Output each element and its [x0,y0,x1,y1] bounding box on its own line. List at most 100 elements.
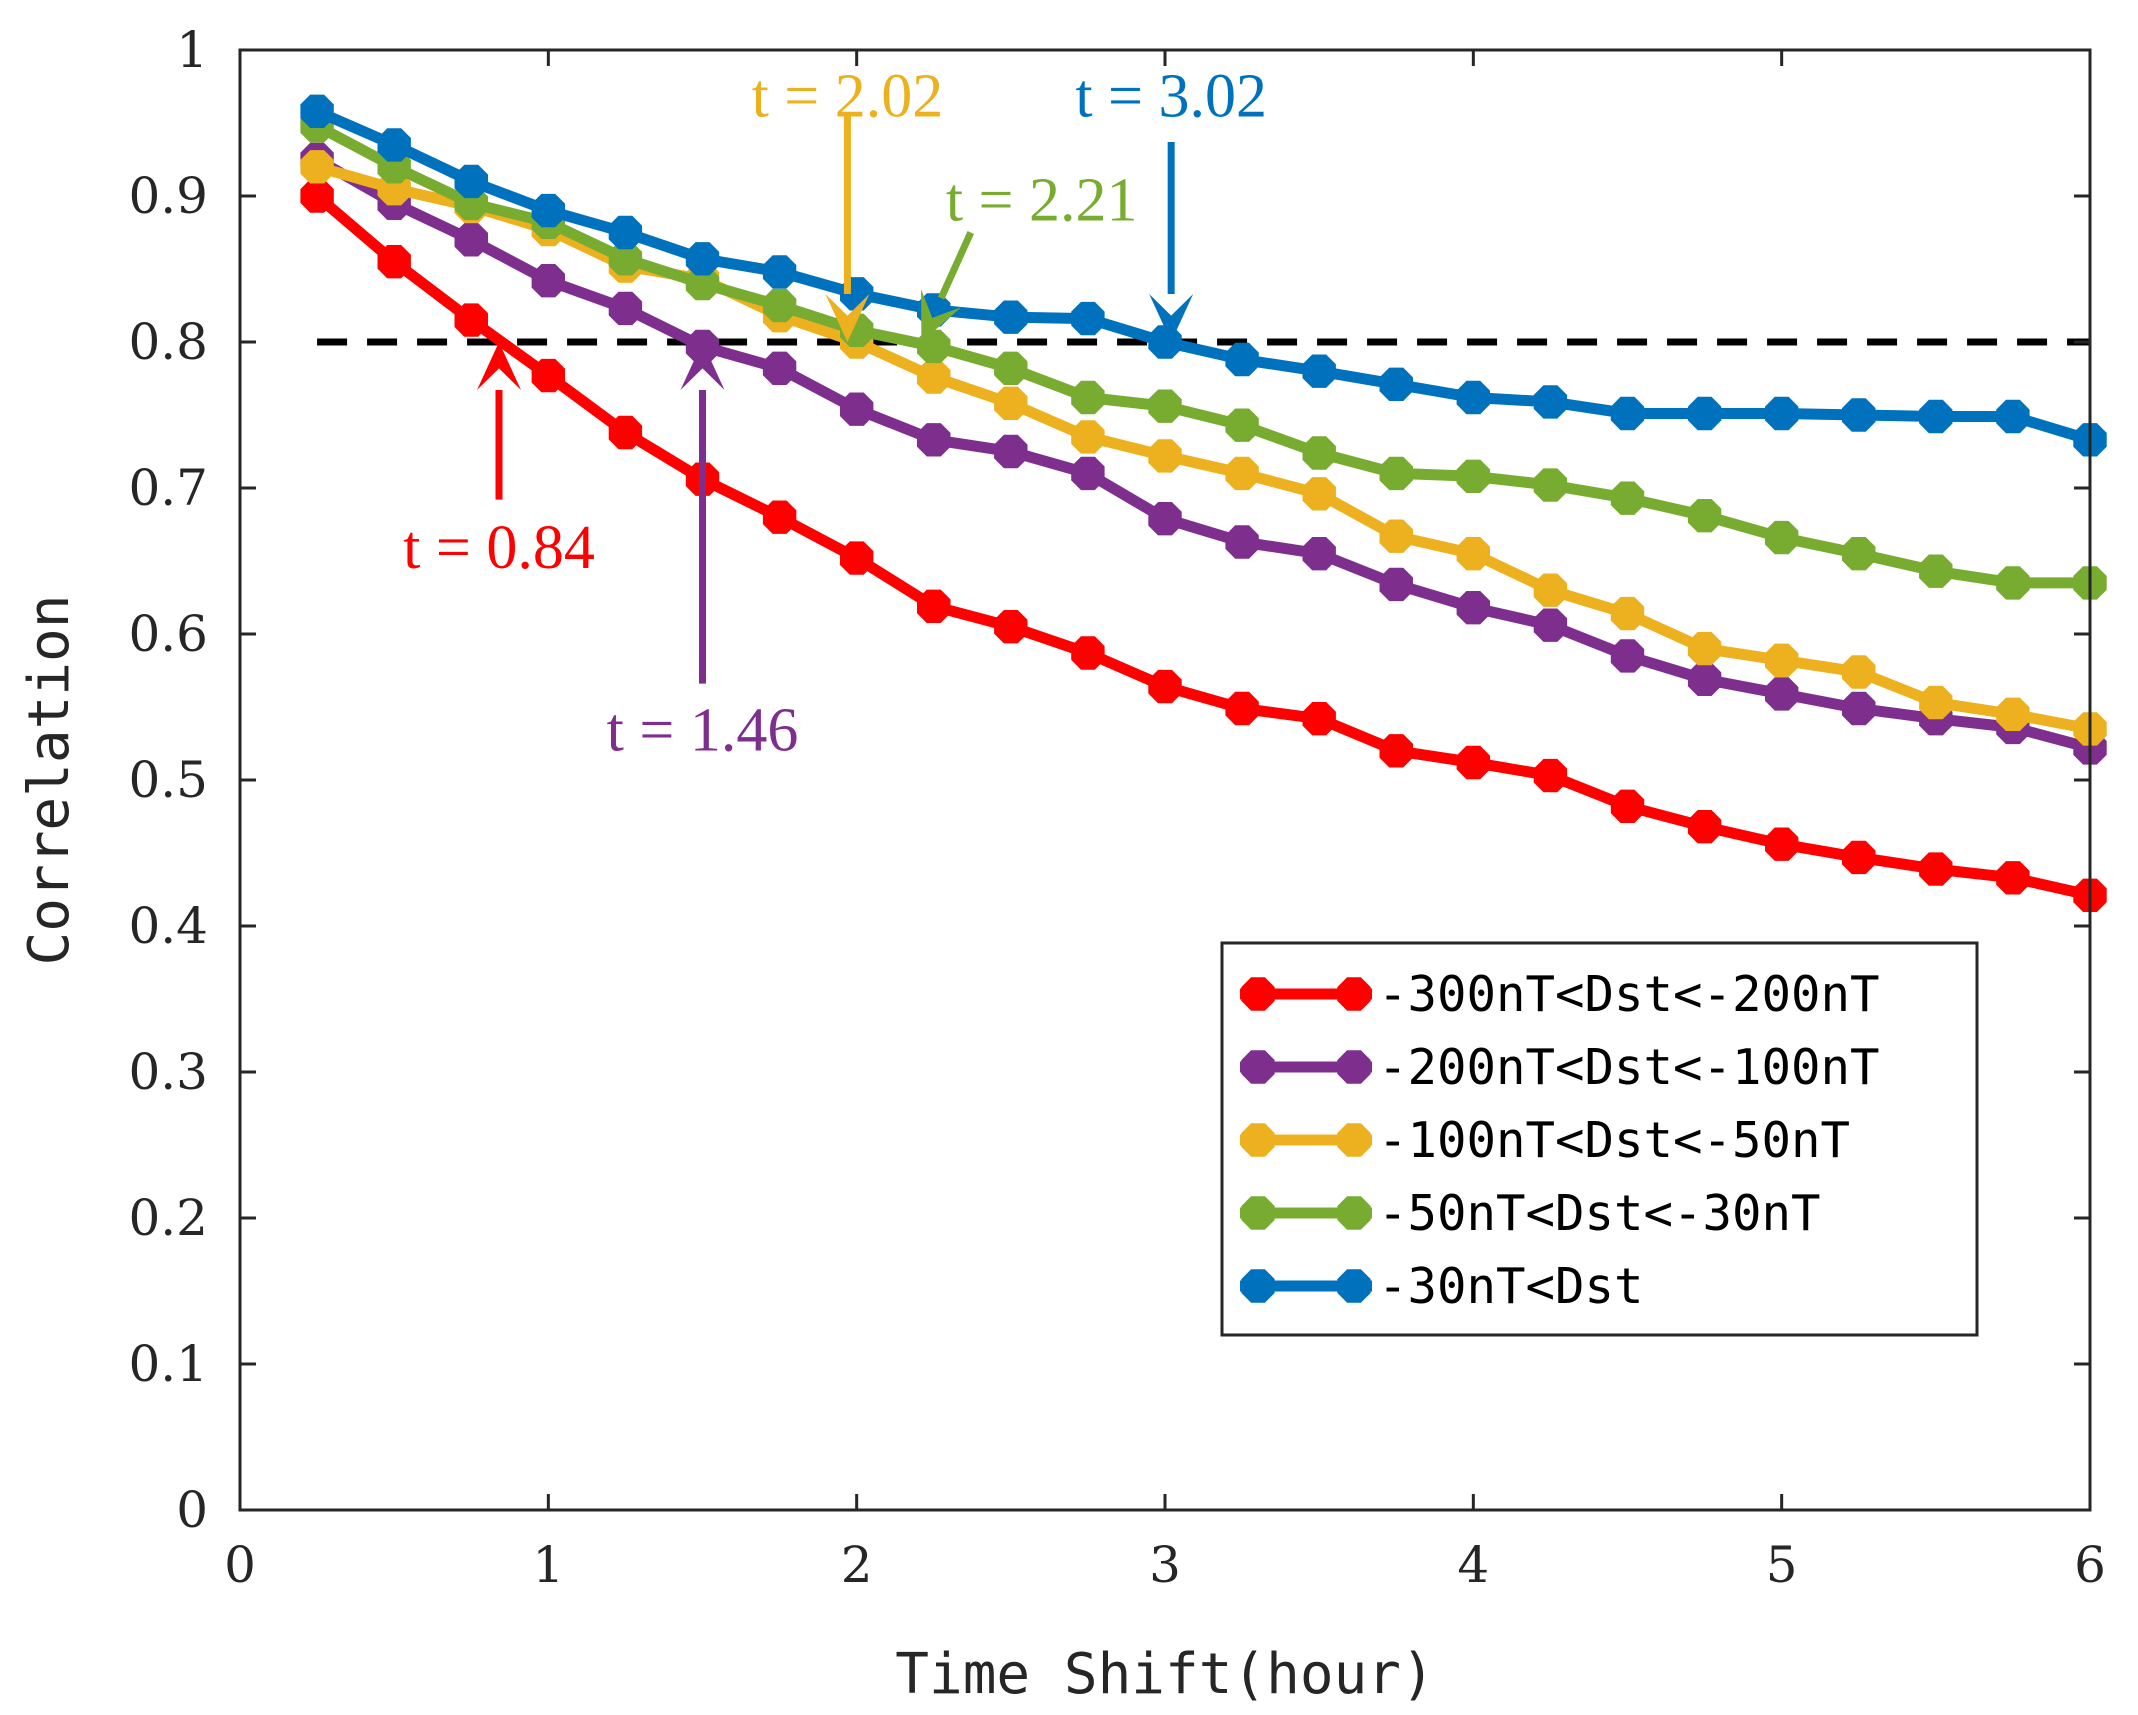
data-point [1765,643,1799,677]
x-tick-label: 1 [532,1536,564,1594]
legend-label: -30nT<Dst [1378,1258,1644,1315]
data-point [1610,789,1645,823]
legend-marker [1337,1050,1371,1084]
x-axis-title: Time Shift(hour) [895,1642,1434,1707]
data-point [1610,596,1645,631]
annotation-label: t = 2.21 [946,166,1138,234]
data-point [1687,499,1722,533]
legend: -300nT<Dst<-200nT -200nT<Dst<-100nT -100nT… [1220,941,1979,1337]
data-point [454,164,488,199]
legend-marker [1337,1123,1371,1157]
legend-entry: -200nT<Dst<-100nT [1240,1039,1880,1096]
data-point [300,150,334,184]
data-point [1687,396,1722,431]
data-point [917,329,951,364]
data-point [1379,519,1413,553]
tick-layer: 0 1 2 3 4 5 6 0 0.1 0.2 0.3 0.4 0.5 0.6 0.7 0.8 0.9 1 [128,21,2105,1594]
data-point [1379,456,1413,491]
data-point [1919,685,1953,720]
legend-marker [1241,1123,1275,1157]
legend-entry: -30nT<Dst [1240,1258,1644,1315]
data-point [1842,655,1876,689]
data-point [917,589,951,623]
data-point [994,300,1028,334]
data-point [917,423,951,457]
data-point [1148,502,1182,536]
y-tick-label: 0.9 [128,167,208,225]
data-point [531,264,565,298]
data-point [1533,468,1568,502]
data-point [1379,367,1413,401]
data-point [377,128,411,162]
data-point [1996,861,2030,895]
data-point [762,288,797,323]
data-point [1765,396,1799,431]
data-point [994,610,1028,644]
data-point [1225,691,1259,726]
data-point [1071,456,1105,491]
data-point [300,179,334,213]
legend-entry: -50nT<Dst<-30nT [1240,1185,1821,1242]
data-point [1379,734,1413,768]
annotation-4: t = 2.21 [921,166,1138,342]
arrow-shaft [937,231,974,300]
series-4 [300,109,2107,600]
data-point [1456,745,1490,780]
data-point [1148,389,1182,423]
arrow-head [1149,294,1194,342]
data-point [1533,608,1568,642]
data-point [1456,380,1490,415]
legend-marker [1241,1269,1275,1303]
data-point [1996,566,2030,600]
annotation-2: t = 1.46 [607,342,798,764]
data-point [1456,537,1490,571]
y-tick-label: 0.2 [128,1189,208,1247]
legend-marker [1241,977,1275,1011]
data-point [377,245,411,279]
annotation-layer: t = 0.84 t = 1.46 t = 2.02t = 2.21 t = 3.02 [403,63,1267,765]
y-tick-label: 0.5 [128,751,208,809]
legend-label: -50nT<Dst<-30nT [1378,1185,1821,1242]
x-tick-label: 6 [2074,1536,2106,1594]
legend-marker [1241,1050,1275,1084]
annotation-label: t = 2.02 [752,63,944,131]
data-point [1919,554,1953,588]
series-5 [300,94,2107,457]
data-point [1302,436,1336,470]
data-point [762,351,797,385]
data-point [1533,573,1568,607]
data-point [1610,481,1645,515]
data-point [1687,662,1722,696]
data-point [1765,677,1799,711]
data-point [1456,591,1490,625]
x-tick-label: 3 [1149,1536,1181,1594]
data-point [1148,439,1182,473]
legend-marker [1337,1269,1371,1303]
data-point [1225,525,1259,559]
annotation-5: t = 3.02 [1075,63,1267,342]
data-point [1071,636,1105,670]
y-tick-label: 0.1 [128,1335,208,1393]
x-tick-label: 5 [1766,1536,1798,1594]
data-point [531,193,565,228]
y-tick-label: 0.8 [128,313,208,371]
data-point [1071,420,1105,454]
legend-entry: -300nT<Dst<-200nT [1240,966,1880,1023]
y-tick-label: 0.4 [128,897,208,955]
data-point [300,94,334,128]
data-point [1842,398,1876,432]
data-point [608,242,643,276]
data-point [840,392,874,426]
x-tick-label: 4 [1457,1536,1489,1594]
data-point [917,360,951,394]
legend-marker [1241,1196,1275,1230]
data-point [1687,810,1722,844]
data-point [1148,669,1182,704]
data-point [1302,537,1336,571]
data-point [454,223,488,257]
annotation-3: t = 2.02 [752,63,944,342]
annotation-label: t = 0.84 [403,514,595,582]
legend-marker [1337,1196,1371,1230]
data-point [1765,827,1799,861]
